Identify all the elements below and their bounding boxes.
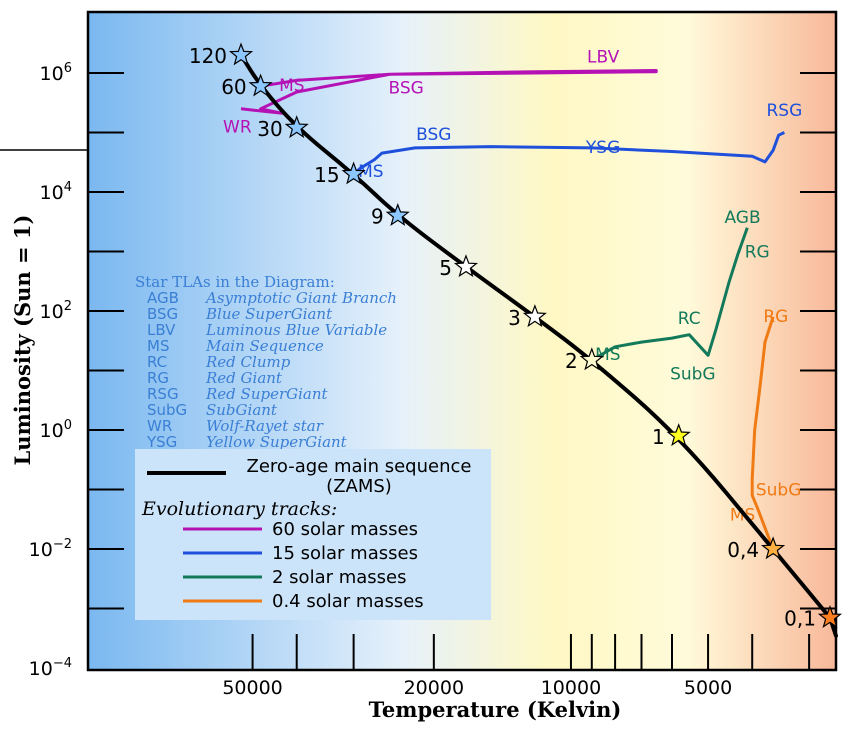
x-tick-label: 10000 — [541, 677, 601, 699]
tla-description: Yellow SuperGiant — [206, 433, 348, 451]
tla-code: RSG — [147, 385, 179, 403]
x-axis-title: Temperature (Kelvin) — [369, 697, 622, 722]
tracks-legend: Zero-age main sequence (ZAMS) Evolutiona… — [135, 449, 491, 620]
y-tick-label: 10−4 — [29, 656, 72, 680]
zams-star — [579, 347, 604, 371]
y-tick-label: 102 — [40, 299, 72, 323]
track-stage-label: SubG — [670, 365, 716, 385]
y-tick-label: 10−2 — [29, 537, 72, 561]
tla-code: RG — [147, 369, 169, 387]
tla-description: Blue SuperGiant — [205, 305, 333, 323]
tla-legend-title: Star TLAs in the Diagram: — [135, 273, 335, 291]
tla-description: SubGiant — [206, 401, 278, 419]
track-stage-label: RG — [745, 242, 770, 262]
x-tick-label: 20000 — [404, 677, 464, 699]
y-tick-label: 106 — [40, 61, 72, 85]
tla-code: RC — [147, 353, 167, 371]
plot-frame — [86, 10, 838, 672]
tla-code: BSG — [147, 305, 178, 323]
tla-description: Wolf-Rayet star — [206, 417, 324, 435]
zams-star — [228, 42, 254, 66]
tla-code: AGB — [147, 289, 179, 307]
track-line — [591, 227, 749, 362]
tla-description: Red Clump — [205, 353, 291, 371]
mass-label: 9 — [371, 205, 384, 229]
zams-star — [248, 73, 273, 97]
track-stage-label: BSG — [416, 125, 451, 145]
y-axis-ticks: 106 104 102 100 10−2 10−4 — [29, 61, 836, 680]
track-stage-label: RG — [763, 307, 788, 327]
zams-star-markers: 120 60 30 15 9 5 3 2 1 0,4 0,1 — [189, 42, 843, 631]
zams-star — [666, 423, 691, 447]
track-stage-label: RSG — [766, 101, 802, 121]
zams-star — [341, 161, 366, 185]
track-stage-label: BSG — [389, 79, 424, 99]
track-stage-label: YSG — [585, 138, 620, 158]
x-tick-label: 5000 — [684, 677, 732, 699]
mass-label: 0,4 — [727, 538, 759, 562]
track-stage-label: WR — [223, 118, 252, 138]
track-stage-label: AGB — [724, 208, 760, 228]
track-stage-label: SubG — [756, 480, 802, 500]
mass-label: 3 — [508, 306, 521, 330]
track-line — [352, 131, 786, 176]
evolutionary-tracks — [240, 69, 786, 550]
x-axis-ticks: 50000 20000 10000 5000 — [222, 634, 811, 699]
y-tick-label: 100 — [40, 418, 72, 442]
track-line — [750, 316, 775, 550]
zams-star — [453, 254, 479, 278]
zams-star — [284, 115, 309, 139]
tla-legend: Star TLAs in the Diagram: AGB Asymptotic … — [135, 273, 397, 451]
legend-entry-label: 15 solar masses — [272, 543, 418, 564]
legend-entry-label: 60 solar masses — [272, 519, 418, 540]
mass-label: 2 — [565, 349, 578, 373]
tla-code: MS — [147, 337, 169, 355]
track-stage-label: LBV — [587, 48, 620, 68]
track-stage-label: MS — [595, 345, 620, 365]
tla-code: WR — [147, 417, 172, 435]
y-axis-title: Luminosity (Sun = 1) — [10, 215, 35, 466]
track-stage-label: RC — [678, 309, 701, 329]
track-stage-label: MS — [279, 76, 304, 96]
track-line — [240, 69, 658, 115]
zams-star — [817, 604, 843, 628]
tracks-legend-background — [135, 449, 491, 620]
tla-description: Main Sequence — [205, 337, 324, 355]
track-stage-labels: MS BSGLBVWRMSBSGYSGRSGMSSubGRCRGAGBMSSubG… — [223, 48, 802, 526]
track-stage-label: MS — [358, 162, 383, 182]
legend-entry-label: 0.4 solar masses — [272, 591, 424, 612]
legend-zams-sub: (ZAMS) — [326, 476, 392, 497]
y-tick-label: 104 — [40, 180, 72, 204]
tla-code: LBV — [147, 321, 176, 339]
tla-description: Red SuperGiant — [205, 385, 329, 403]
tla-description: Red Giant — [205, 369, 283, 387]
tla-description: Luminous Blue Variable — [205, 321, 387, 339]
legend-zams-label: Zero-age main sequence — [247, 456, 472, 477]
legend-tracks-title: Evolutionary tracks: — [141, 498, 337, 520]
mass-label: 5 — [439, 256, 452, 280]
tla-description: Asymptotic Giant Branch — [204, 289, 397, 307]
mass-label: 60 — [221, 75, 246, 99]
tla-code: YSG — [146, 433, 177, 451]
mass-label: 1 — [652, 425, 665, 449]
mass-label: 15 — [314, 163, 339, 187]
tla-code: SubG — [147, 401, 187, 419]
legend-entry-label: 2 solar masses — [272, 567, 407, 588]
mass-label: 30 — [257, 117, 282, 141]
zams-star — [522, 304, 547, 328]
x-tick-label: 50000 — [222, 677, 282, 699]
mass-label: 120 — [189, 44, 227, 68]
zams-star — [385, 203, 410, 226]
mass-label: 0,1 — [784, 607, 816, 631]
zams-star — [760, 536, 786, 560]
